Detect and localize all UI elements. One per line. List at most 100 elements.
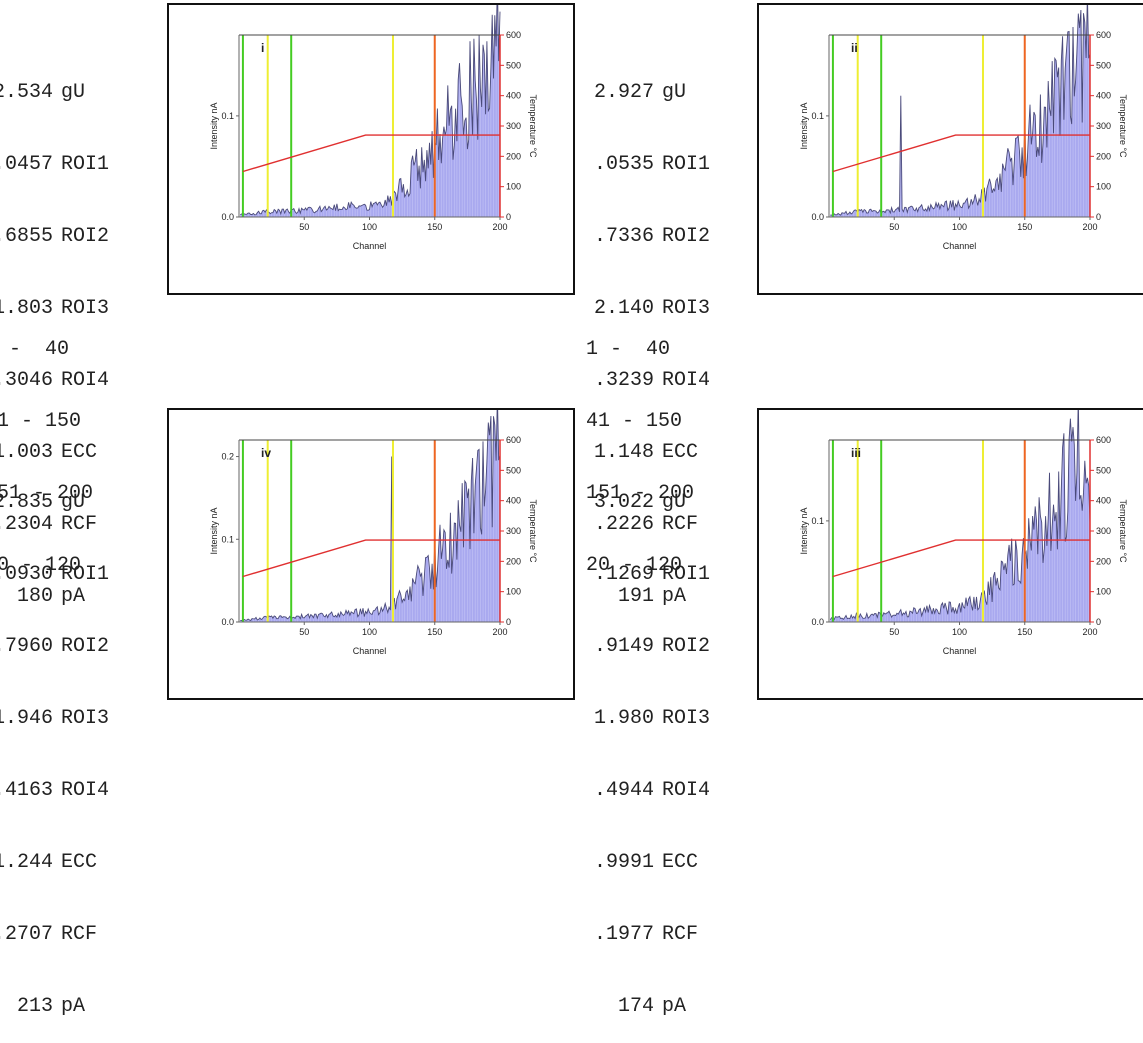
- y2-tick-label: 200: [1096, 556, 1111, 566]
- panel-label: i: [261, 41, 264, 55]
- stat-row: 2.927 gU: [593, 81, 687, 104]
- stat-row: .1977 RCF: [593, 923, 699, 946]
- y-axis-label: Intensity nA: [799, 102, 809, 149]
- y2-axis-label: Temperature °C: [528, 499, 538, 563]
- stat-row: .3239 ROI4: [593, 369, 711, 392]
- x-tick-label: 50: [299, 222, 309, 232]
- intensity-area: [240, 0, 500, 217]
- y-tick-label: 0.0: [811, 617, 824, 627]
- stat-row: .2226 RCF: [593, 513, 699, 536]
- y-tick-label: 0.0: [221, 212, 234, 222]
- stat-row: .7336 ROI2: [593, 225, 711, 248]
- stat-row: 3.022 gU: [593, 491, 687, 514]
- x-tick-label: 150: [427, 627, 442, 637]
- y2-axis-label: Temperature °C: [1118, 94, 1128, 158]
- y2-tick-label: 200: [506, 151, 521, 161]
- y2-tick-label: 300: [1096, 121, 1111, 131]
- x-tick-label: 200: [1082, 627, 1097, 637]
- stat-row: 1.148 ECC: [593, 441, 699, 464]
- intensity-trace: [240, 394, 501, 622]
- roi-range: 41 - 150: [586, 410, 683, 433]
- y2-tick-label: 0: [506, 617, 511, 627]
- y2-tick-label: 400: [1096, 91, 1111, 101]
- intensity-trace: [830, 0, 1091, 216]
- intensity-bars: [830, 396, 1089, 622]
- y2-tick-label: 100: [1096, 182, 1111, 192]
- x-tick-label: 200: [1082, 222, 1097, 232]
- temperature-line: [832, 134, 1090, 173]
- x-tick-label: 200: [492, 627, 507, 637]
- x-axis-label: Channel: [353, 241, 387, 251]
- x-axis-label: Channel: [943, 241, 977, 251]
- y2-tick-label: 600: [506, 435, 521, 445]
- y2-tick-label: 0: [1096, 212, 1101, 222]
- y2-tick-label: 500: [1096, 60, 1111, 70]
- x-tick-label: 200: [492, 222, 507, 232]
- y2-tick-label: 0: [1096, 617, 1101, 627]
- y2-tick-label: 200: [1096, 151, 1111, 161]
- stat-row: 180 pA: [16, 585, 86, 608]
- panel-label: iii: [851, 446, 861, 460]
- x-tick-label: 150: [1017, 627, 1032, 637]
- stat-row: 174 pA: [617, 995, 687, 1018]
- y-axis-label: Intensity nA: [799, 507, 809, 554]
- y-axis-label: Intensity nA: [209, 102, 219, 149]
- y2-tick-label: 500: [506, 60, 521, 70]
- stat-row: 2.140 ROI3: [593, 297, 711, 320]
- y-tick-label: 0.0: [811, 212, 824, 222]
- x-tick-label: 100: [362, 222, 377, 232]
- y2-tick-label: 100: [506, 587, 521, 597]
- chart-iii: 50 100 150 200 0.0 0.1 0 100 200 300 400 500 600 Chan…: [799, 396, 1128, 656]
- stat-row: 1.980 ROI3: [593, 707, 711, 730]
- x-tick-label: 100: [952, 222, 967, 232]
- intensity-trace: [829, 396, 1091, 621]
- y-tick-label: 0.1: [811, 516, 824, 526]
- y2-tick-label: 100: [506, 182, 521, 192]
- y2-tick-label: 500: [506, 465, 521, 475]
- y2-tick-label: 200: [506, 556, 521, 566]
- y2-tick-label: 400: [506, 496, 521, 506]
- stat-row: .1269 ROI1: [593, 563, 711, 586]
- temperature-line: [242, 539, 500, 578]
- y-tick-label: 0.1: [221, 111, 234, 121]
- panel-label: iv: [261, 446, 271, 460]
- roi-range: 151 - 200: [0, 482, 94, 505]
- y2-tick-label: 0: [506, 212, 511, 222]
- x-tick-label: 100: [362, 627, 377, 637]
- roi-ranges-left: 1 - 40 41 - 150 151 - 200 20 - 120: [0, 290, 93, 602]
- chart-iv: 50 100 150 200 0.0 0.1 0.2 0 100 200 300 400 500 600 C…: [209, 394, 538, 656]
- temperature-line: [242, 134, 500, 173]
- stats-block-ii: 2.927 gU .0535 ROI1 .7336 ROI2 2.140 ROI3 .3…: [564, 33, 710, 633]
- roi-range: 151 - 200: [586, 482, 695, 505]
- x-tick-label: 150: [1017, 222, 1032, 232]
- roi-range: 1 - 40: [9, 338, 70, 361]
- x-tick-label: 100: [952, 627, 967, 637]
- chart-i: 50 100 150 200 0.0 0.1 0 100 200 300 400 500 600 Chan…: [209, 0, 538, 251]
- stat-row: .0535 ROI1: [593, 153, 711, 176]
- intensity-bars: [240, 41, 499, 217]
- y2-tick-label: 600: [1096, 435, 1111, 445]
- y-tick-label: 0.2: [221, 452, 234, 462]
- stat-row: 191 pA: [617, 585, 687, 608]
- y2-axis-label: Temperature °C: [1118, 499, 1128, 563]
- roi-ranges-right: 1 - 40 41 - 150 151 - 200 20 - 120: [586, 290, 694, 602]
- stat-row: .4944 ROI4: [593, 779, 711, 802]
- y-tick-label: 0.1: [811, 111, 824, 121]
- y2-tick-label: 600: [506, 30, 521, 40]
- x-tick-label: 50: [299, 627, 309, 637]
- stat-row: .9149 ROI2: [593, 635, 711, 658]
- x-tick-label: 150: [427, 222, 442, 232]
- x-axis-label: Channel: [943, 646, 977, 656]
